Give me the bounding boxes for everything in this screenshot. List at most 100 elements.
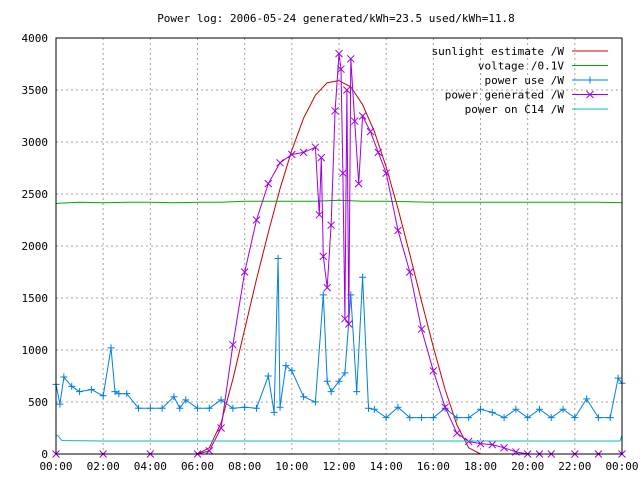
data-point-power-generated-w — [339, 169, 347, 178]
data-point-power-use-w — [406, 414, 414, 422]
legend-item: power use /W — [485, 74, 608, 87]
data-point-power-generated-w — [323, 283, 332, 292]
data-point-power-generated-w — [344, 320, 353, 328]
data-point-power-use-w — [323, 377, 331, 385]
x-tick-label: 16:00 — [417, 460, 450, 473]
data-point-power-use-w — [158, 404, 166, 412]
data-point-power-generated-w — [317, 153, 326, 162]
data-point-power-generated-w — [315, 210, 324, 219]
legend-label: power on C14 /W — [465, 103, 565, 116]
data-point-power-use-w — [99, 392, 107, 400]
data-point-power-generated-w — [327, 221, 335, 230]
data-point-power-generated-w — [417, 325, 426, 334]
series-power-use-w — [52, 254, 626, 422]
data-point-power-use-w — [123, 390, 131, 398]
data-point-power-use-w — [87, 386, 95, 394]
series-line-sunlight-estimate-w — [197, 80, 481, 455]
y-tick-label: 2500 — [22, 188, 49, 201]
data-point-power-generated-w — [229, 340, 237, 349]
data-point-power-generated-w — [405, 268, 414, 276]
data-point-power-use-w — [56, 400, 64, 408]
x-tick-label: 14:00 — [370, 460, 403, 473]
data-point-power-use-w — [241, 403, 249, 411]
data-point-power-use-w — [274, 254, 282, 262]
x-tick-label: 06:00 — [181, 460, 214, 473]
series-voltage-0-1v — [55, 199, 623, 204]
data-point-power-use-w — [465, 414, 473, 422]
data-point-power-generated-w — [264, 179, 273, 188]
data-point-power-generated-w — [429, 366, 438, 375]
data-point-power-generated-w — [358, 112, 367, 120]
x-tick-label: 10:00 — [275, 460, 308, 473]
data-point-power-use-w — [170, 393, 178, 401]
data-point-power-use-w — [524, 414, 532, 422]
data-point-power-use-w — [182, 396, 190, 404]
data-point-power-use-w — [477, 405, 484, 413]
legend-marker — [586, 90, 594, 99]
data-point-power-generated-w — [252, 216, 261, 224]
series-layer — [52, 49, 626, 458]
data-point-power-generated-w — [350, 117, 359, 126]
data-point-power-use-w — [270, 408, 278, 416]
plot-frame — [55, 37, 623, 455]
data-point-power-use-w — [319, 291, 327, 299]
data-point-power-use-w — [252, 404, 260, 412]
data-point-power-generated-w — [374, 148, 383, 157]
data-point-power-generated-w — [394, 226, 402, 235]
y-tick-label: 4000 — [22, 32, 49, 45]
data-point-power-generated-w — [276, 158, 284, 167]
data-point-power-use-w — [500, 414, 508, 422]
data-point-power-generated-w — [488, 440, 497, 449]
y-tick-label: 3000 — [22, 136, 49, 149]
data-point-power-use-w — [194, 404, 201, 412]
data-point-power-generated-w — [366, 127, 375, 136]
data-point-power-generated-w — [299, 148, 308, 157]
data-point-power-use-w — [311, 398, 319, 406]
data-point-power-generated-w — [311, 143, 320, 152]
data-point-power-use-w — [594, 414, 602, 422]
data-point-power-generated-w — [382, 169, 391, 178]
series-sunlight-estimate-w — [197, 80, 481, 455]
data-point-power-use-w — [76, 388, 84, 396]
data-point-power-use-w — [205, 404, 213, 412]
series-line-voltage-0-1v — [55, 199, 623, 204]
data-point-power-generated-w — [217, 424, 225, 432]
data-point-power-use-w — [535, 405, 543, 413]
data-point-power-use-w — [300, 393, 308, 401]
y-tick-label: 1500 — [22, 292, 49, 305]
data-point-power-use-w — [282, 362, 290, 370]
data-point-power-use-w — [335, 377, 343, 385]
data-point-power-use-w — [583, 395, 591, 403]
data-point-power-use-w — [488, 408, 496, 416]
data-point-power-generated-w — [441, 403, 449, 412]
data-point-power-use-w — [559, 405, 567, 413]
series-line-power-generated-w — [56, 53, 622, 455]
legend-label: power use /W — [485, 74, 565, 87]
data-point-power-use-w — [614, 374, 622, 382]
data-point-power-generated-w — [346, 54, 355, 63]
data-point-power-use-w — [512, 405, 520, 413]
data-point-power-generated-w — [341, 314, 349, 323]
data-point-power-generated-w — [287, 150, 296, 159]
legend-label: power generated /W — [445, 89, 565, 102]
data-point-power-use-w — [359, 273, 367, 281]
data-point-power-use-w — [353, 388, 361, 396]
x-axis-ticks: 00:00 02:00 04:00 06:00 08:00 10:00 12:00 14:00… — [39, 460, 638, 473]
legend-item: power generated /W — [445, 89, 608, 102]
data-point-power-use-w — [394, 403, 402, 411]
y-tick-label: 1000 — [22, 344, 49, 357]
series-power-on-c14-w — [55, 434, 623, 442]
x-tick-label: 02:00 — [87, 460, 120, 473]
data-point-power-use-w — [115, 390, 123, 398]
x-tick-label: 04:00 — [134, 460, 167, 473]
y-tick-label: 500 — [28, 396, 48, 409]
data-point-power-use-w — [341, 369, 349, 377]
data-point-power-generated-w — [464, 437, 473, 446]
x-tick-label: 12:00 — [322, 460, 355, 473]
y-tick-label: 2000 — [22, 240, 49, 253]
x-tick-label: 20:00 — [511, 460, 544, 473]
data-point-power-use-w — [453, 414, 461, 422]
data-point-power-use-w — [418, 414, 426, 422]
